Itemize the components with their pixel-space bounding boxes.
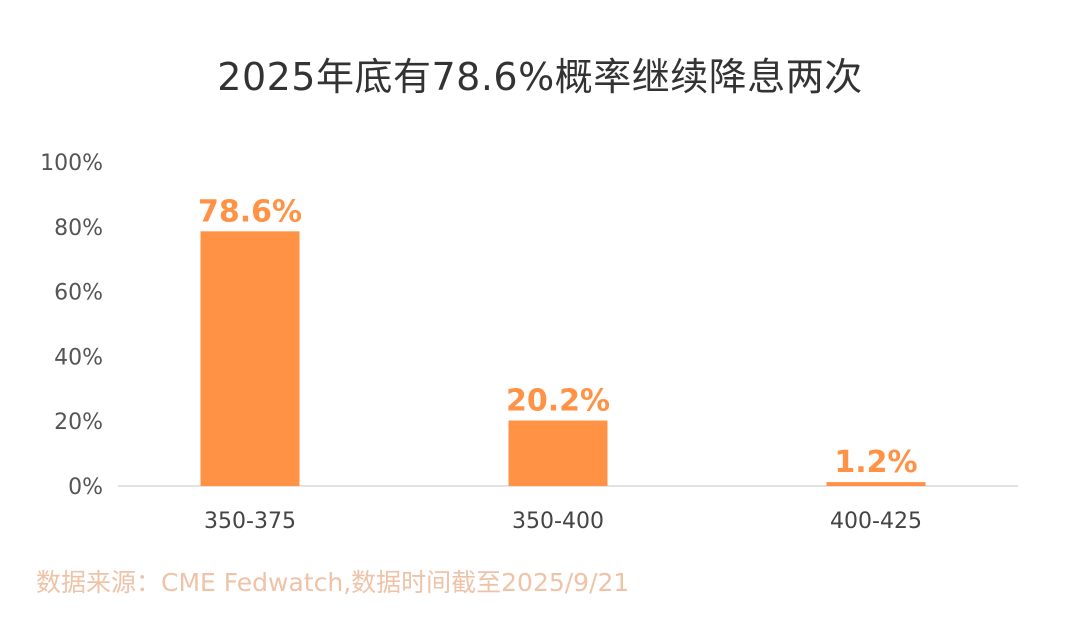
- bar-data-labels: 78.6% 20.2% 1.2%: [198, 194, 918, 480]
- x-axis-ticks: 350-375 350-400 400-425: [204, 509, 922, 534]
- bar-350-400: [508, 420, 608, 486]
- y-tick-label: 20%: [54, 410, 103, 435]
- bar-data-label: 20.2%: [506, 384, 610, 419]
- bars: [200, 231, 926, 486]
- y-tick-label: 40%: [54, 345, 103, 370]
- chart-title: 2025年底有78.6%概率继续降息两次: [217, 55, 863, 99]
- bar-400-425: [826, 482, 926, 486]
- y-tick-label: 60%: [54, 281, 103, 306]
- bar-data-label: 78.6%: [198, 194, 302, 229]
- y-tick-label: 100%: [40, 151, 103, 176]
- x-tick-label: 350-375: [204, 509, 296, 534]
- y-axis-ticks: 0% 20% 40% 60% 80% 100%: [40, 151, 103, 500]
- bar-data-label: 1.2%: [834, 445, 917, 480]
- y-tick-label: 0%: [68, 475, 103, 500]
- x-tick-label: 350-400: [512, 509, 604, 534]
- x-tick-label: 400-425: [830, 509, 922, 534]
- bar-350-375: [200, 231, 300, 486]
- y-tick-label: 80%: [54, 216, 103, 241]
- source-note: 数据来源：CME Fedwatch,数据时间截至2025/9/21: [36, 568, 630, 597]
